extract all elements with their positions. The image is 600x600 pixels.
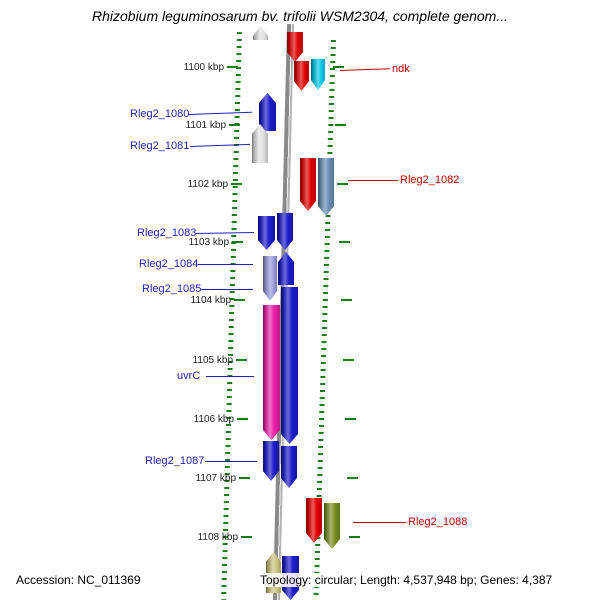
gene-glyph-partial-top[interactable] [253, 26, 268, 40]
kbp-tick [345, 418, 356, 420]
kbp-tick [343, 359, 354, 361]
gene-glyph-ndk[interactable] [311, 59, 325, 90]
leader-line [205, 461, 257, 462]
gene-glyph-rleg2-1082[interactable] [318, 158, 334, 216]
leader-line [201, 289, 253, 290]
kbp-tick [231, 183, 242, 185]
gene-glyph-rleg2-1084[interactable] [278, 252, 294, 285]
status-accession: Accession: NC_011369 [14, 573, 143, 587]
leader-line [353, 522, 406, 523]
leader-line [348, 180, 398, 181]
leader-line [195, 231, 254, 234]
gene-glyph-rleg2-1081[interactable] [252, 124, 268, 163]
ruler-label: 1104 kbp [190, 295, 231, 306]
gene-label-rleg2-1084[interactable]: Rleg2_1084 [139, 258, 199, 270]
kbp-tick [227, 66, 238, 68]
kbp-tick [237, 418, 248, 420]
gene-glyph-rleg2-1085[interactable] [263, 256, 277, 301]
kbp-tick [229, 124, 240, 126]
leader-line [189, 143, 250, 147]
ruler-label: 1103 kbp [188, 237, 229, 248]
genome-title: Rhizobium leguminosarum bv. trifolii WSM… [91, 8, 509, 24]
gene-glyph-rleg2-1088[interactable] [324, 503, 340, 549]
gene-label-rleg2-1085[interactable]: Rleg2_1085 [142, 283, 202, 295]
gene-glyph-rleg2-1080[interactable] [259, 93, 276, 131]
gene-glyph-rleg2-1087[interactable] [263, 441, 279, 481]
kbp-tick [333, 66, 344, 68]
ruler-label: 1101 kbp [185, 120, 226, 131]
gene-label-rleg2-1088[interactable]: Rleg2_1088 [408, 516, 468, 528]
gene-label-rleg2-1087[interactable]: Rleg2_1087 [145, 455, 205, 467]
kbp-tick [341, 299, 352, 301]
kbp-tick [239, 477, 250, 479]
kbp-tick [234, 299, 245, 301]
ruler-label: 1100 kbp [183, 62, 224, 73]
gene-label-rleg2-1081[interactable]: Rleg2_1081 [130, 140, 190, 152]
gene-glyph-unlabeled-blue-2[interactable] [281, 446, 297, 488]
ruler-label: 1105 kbp [192, 355, 233, 366]
leader-line [206, 376, 254, 377]
gene-glyph-unlabeled-blue-1[interactable] [277, 213, 293, 250]
kbp-tick [349, 536, 360, 538]
gene-glyph-unlabeled-red-1[interactable] [287, 32, 303, 62]
gene-glyph-unlabeled-red-2[interactable] [294, 61, 309, 91]
gene-glyph-unlabeled-red-4[interactable] [306, 498, 322, 543]
ruler-label: 1102 kbp [187, 179, 228, 190]
leader-line [198, 264, 253, 265]
kbp-tick [232, 241, 243, 243]
ruler-label: 1107 kbp [195, 473, 236, 484]
gene-glyph-unlabeled-red-3[interactable] [300, 158, 316, 211]
kbp-tick [236, 359, 247, 361]
leader-line [339, 68, 390, 71]
gene-label-rleg2-1082[interactable]: Rleg2_1082 [400, 174, 460, 186]
gene-glyph-uvrC[interactable] [263, 305, 280, 440]
leader-line [187, 111, 252, 115]
gene-glyph-unlabeled-blue-long[interactable] [281, 287, 298, 444]
kbp-tick [347, 477, 358, 479]
status-summary: Topology: circular; Length: 4,537,948 bp… [258, 573, 555, 587]
gene-label-uvrC[interactable]: uvrC [177, 370, 201, 382]
kbp-tick [337, 183, 348, 185]
gene-label-rleg2-1080[interactable]: Rleg2_1080 [130, 108, 190, 120]
gene-glyph-rleg2-1083[interactable] [258, 216, 275, 250]
left-guide-dotted-line [221, 32, 242, 600]
kbp-tick [339, 241, 350, 243]
ruler-label: 1108 kbp [197, 532, 238, 543]
kbp-tick [335, 124, 346, 126]
ruler-label: 1106 kbp [193, 414, 234, 425]
gene-label-ndk[interactable]: ndk [392, 63, 410, 75]
kbp-tick [241, 536, 252, 538]
gene-label-rleg2-1083[interactable]: Rleg2_1083 [137, 227, 197, 239]
